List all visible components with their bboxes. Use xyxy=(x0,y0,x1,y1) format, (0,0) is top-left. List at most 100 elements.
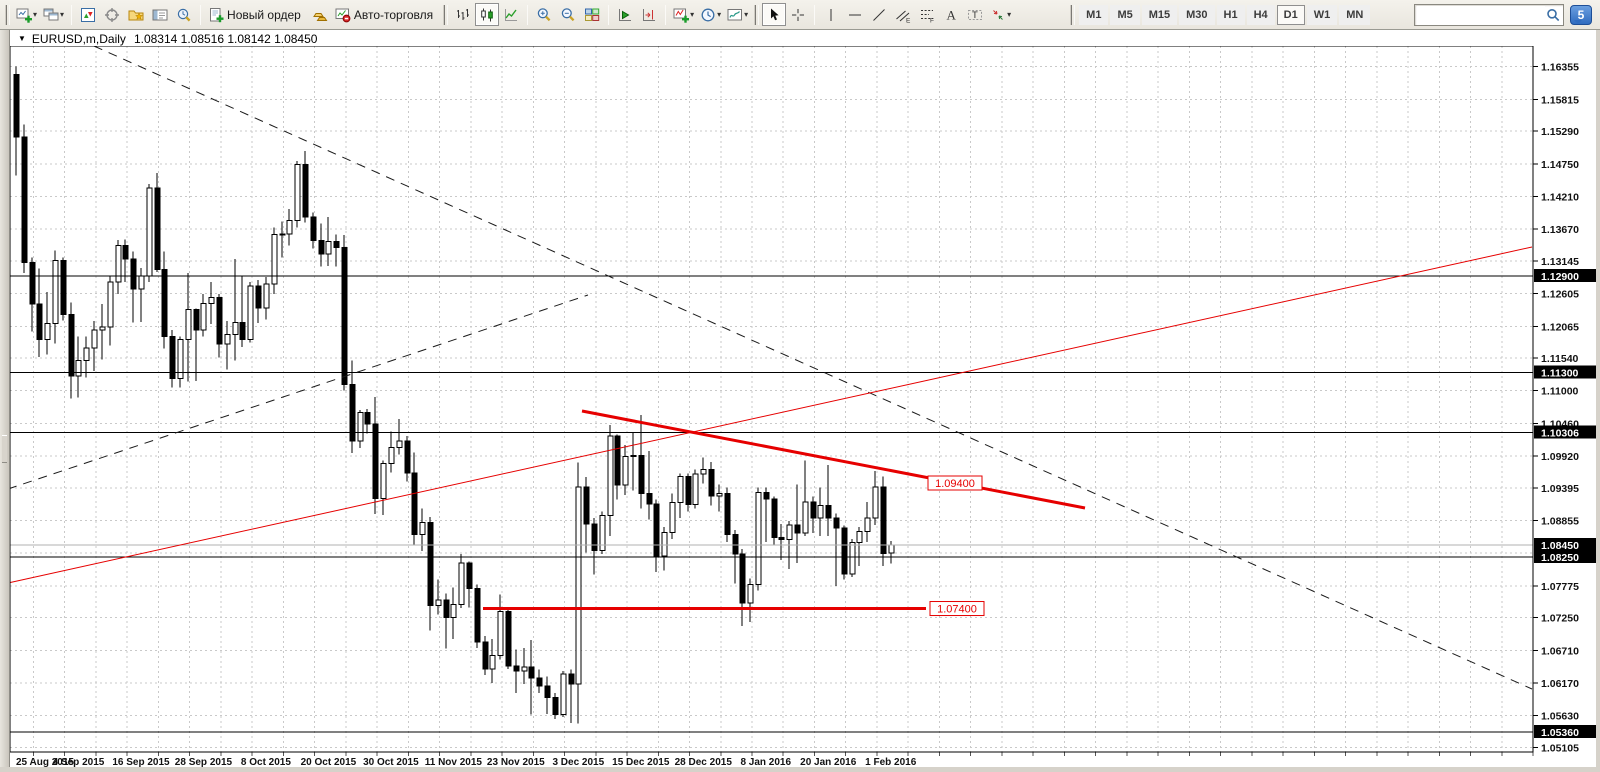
autotrading-icon xyxy=(335,7,351,23)
candle xyxy=(653,499,660,573)
text-label-button[interactable]: T xyxy=(963,3,987,26)
candle xyxy=(708,462,715,506)
tile-windows-icon xyxy=(584,7,600,23)
toolbar-gripper[interactable] xyxy=(1070,4,1076,25)
autotrading-button[interactable]: Авто-торговля xyxy=(332,3,440,26)
candle xyxy=(21,124,28,273)
candle xyxy=(591,517,598,575)
trendline-ascending-red[interactable] xyxy=(7,246,1533,584)
timeframe-h1[interactable]: H1 xyxy=(1216,4,1245,25)
candle xyxy=(161,251,168,349)
svg-text:1.09400: 1.09400 xyxy=(935,478,975,490)
line-chart-mode-button[interactable] xyxy=(499,3,523,26)
timeframe-mn[interactable]: MN xyxy=(1339,4,1371,25)
timeframe-h4[interactable]: H4 xyxy=(1246,4,1275,25)
profiles-button[interactable]: ▾ xyxy=(40,3,67,26)
svg-text:F: F xyxy=(930,17,934,23)
chevron-down-icon[interactable]: ▾ xyxy=(33,10,38,19)
svg-text:1.08450: 1.08450 xyxy=(1541,540,1579,552)
toolbar-gripper[interactable] xyxy=(5,4,10,25)
price-label-1-09400[interactable]: 1.09400 xyxy=(927,475,983,491)
timeframe-w1[interactable]: W1 xyxy=(1306,4,1338,25)
price-label-1-07400[interactable]: 1.07400 xyxy=(929,601,985,617)
chart-plot-area[interactable] xyxy=(10,46,1533,752)
arrows-button[interactable]: ▾ xyxy=(987,3,1014,26)
chevron-down-icon[interactable]: ▾ xyxy=(690,10,695,19)
data-window-button[interactable] xyxy=(100,3,124,26)
vertical-line-button[interactable] xyxy=(819,3,843,26)
toolbar-gripper[interactable] xyxy=(443,4,449,25)
strategy-tester-icon xyxy=(176,7,192,23)
auto-scroll-button[interactable] xyxy=(613,3,637,26)
zoom-out-icon xyxy=(560,7,576,23)
periods-icon xyxy=(700,7,716,23)
zoom-in-button[interactable] xyxy=(532,3,556,26)
svg-text:1.14750: 1.14750 xyxy=(1541,159,1579,171)
candle xyxy=(825,465,832,536)
chart-ohlc-values: 1.08314 1.08516 1.08142 1.08450 xyxy=(133,31,318,46)
bar-chart-mode-button[interactable] xyxy=(451,3,475,26)
text-button[interactable]: A xyxy=(939,3,963,26)
timeframe-m15[interactable]: M15 xyxy=(1141,4,1178,25)
notifications-button[interactable]: 5 xyxy=(1570,4,1592,25)
periods-button[interactable]: ▾ xyxy=(697,3,724,26)
deposit-button[interactable] xyxy=(308,3,332,26)
svg-text:20 Oct 2015: 20 Oct 2015 xyxy=(301,757,357,768)
svg-text:28 Sep 2015: 28 Sep 2015 xyxy=(175,757,233,768)
svg-text:8 Oct 2015: 8 Oct 2015 xyxy=(241,757,291,768)
svg-text:28 Dec 2015: 28 Dec 2015 xyxy=(675,757,733,768)
chart-shift-button[interactable] xyxy=(637,3,661,26)
navigator-button[interactable] xyxy=(124,3,148,26)
toolbar-gripper[interactable] xyxy=(754,4,760,25)
splitter-handle[interactable] xyxy=(2,435,7,463)
search-box xyxy=(1414,3,1564,26)
navigator-icon xyxy=(128,7,144,23)
timeframe-d1[interactable]: D1 xyxy=(1276,4,1305,25)
cursor-button[interactable] xyxy=(762,3,787,26)
timeframe-m30[interactable]: M30 xyxy=(1179,4,1215,25)
indicators-button[interactable]: ▾ xyxy=(670,3,697,26)
price-axis[interactable]: 1.16355 1.15815 1.15290 1.14750 1.14210 1.136… xyxy=(1533,62,1598,755)
candle xyxy=(208,281,215,325)
trendline-descending-red[interactable] xyxy=(581,409,1086,510)
candle xyxy=(880,476,887,567)
svg-text:1.06710: 1.06710 xyxy=(1541,645,1579,657)
svg-text:25 Aug 2015: 25 Aug 2015 xyxy=(16,757,74,768)
candle xyxy=(380,460,387,515)
candle xyxy=(325,217,332,267)
axis-price-badge: 1.05360 xyxy=(1534,724,1598,739)
search-input[interactable] xyxy=(1417,5,1545,24)
zoom-out-button[interactable] xyxy=(556,3,580,26)
trendline-button[interactable] xyxy=(867,3,891,26)
timeframe-m5[interactable]: M5 xyxy=(1110,4,1140,25)
candle xyxy=(91,321,98,371)
strategy-tester-button[interactable] xyxy=(172,3,196,26)
candle xyxy=(193,308,200,382)
market-watch-button[interactable] xyxy=(76,3,100,26)
trendline-ascending-dashed[interactable] xyxy=(7,294,589,490)
new-chart-button[interactable]: ▾ xyxy=(13,3,40,26)
timeframe-m1[interactable]: M1 xyxy=(1079,4,1109,25)
toolbar-band-line-studies: E F A T ▾ xyxy=(762,3,1014,26)
chevron-down-icon[interactable]: ▾ xyxy=(717,10,722,19)
price-level-lines[interactable] xyxy=(10,275,1533,733)
horizontal-line-button[interactable] xyxy=(843,3,867,26)
candle xyxy=(115,240,122,294)
new-order-button[interactable]: Новый ордер xyxy=(205,3,308,26)
crosshair-button[interactable] xyxy=(786,3,810,26)
trendline-descending-dashed[interactable] xyxy=(93,45,1533,690)
chevron-down-icon[interactable]: ▾ xyxy=(744,10,749,19)
templates-button[interactable]: ▾ xyxy=(724,3,751,26)
candle-chart-mode-button[interactable] xyxy=(475,3,500,26)
candle xyxy=(255,280,262,323)
chevron-down-icon[interactable]: ▾ xyxy=(60,10,65,19)
fibonacci-button[interactable]: F xyxy=(915,3,939,26)
chart-menu-icon[interactable]: ▼ xyxy=(18,34,26,43)
candle xyxy=(146,183,153,282)
tile-windows-button[interactable] xyxy=(580,3,604,26)
search-icon[interactable] xyxy=(1545,7,1561,23)
chevron-down-icon[interactable]: ▾ xyxy=(1007,10,1012,19)
equidistant-channel-button[interactable]: E xyxy=(891,3,915,26)
terminal-button[interactable] xyxy=(148,3,172,26)
